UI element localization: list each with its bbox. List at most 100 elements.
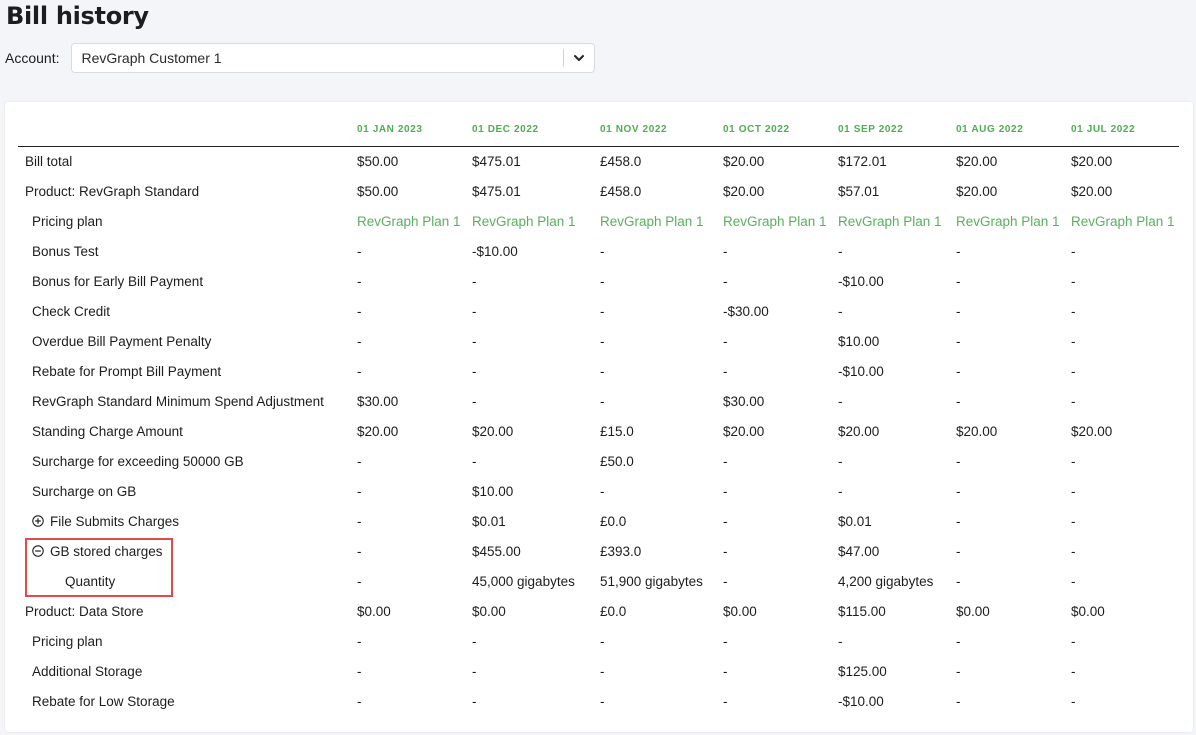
table-cell: - <box>357 694 362 709</box>
minus-circle-icon[interactable] <box>32 545 44 557</box>
table-cell: - <box>723 334 728 349</box>
table-row: Product: Data Store $0.00 $0.00 £0.0 $0.00 $1… <box>18 597 1179 627</box>
row-label: Bonus Test <box>32 244 99 259</box>
table-cell: $0.00 <box>723 604 757 619</box>
table-cell: - <box>838 304 843 319</box>
table-cell: - <box>357 454 362 469</box>
table-cell: - <box>723 274 728 289</box>
row-label[interactable]: File Submits Charges <box>32 514 179 529</box>
column-header: 01 JUL 2022 <box>1071 124 1136 135</box>
table-row: Check Credit - - - -$30.00 - - - <box>18 297 1179 327</box>
table-cell: $20.00 <box>1071 424 1113 439</box>
table-cell: - <box>838 244 843 259</box>
row-label: Pricing plan <box>32 634 103 649</box>
table-cell: - <box>723 634 728 649</box>
column-header: 01 JAN 2023 <box>357 124 423 135</box>
account-selected-value: RevGraph Customer 1 <box>81 50 222 66</box>
row-label-text: Product: Data Store <box>25 604 144 619</box>
table-cell: - <box>1071 664 1076 679</box>
row-label-text: Bonus for Early Bill Payment <box>32 274 204 289</box>
account-select[interactable]: RevGraph Customer 1 <box>71 43 596 73</box>
plus-circle-icon[interactable] <box>32 515 44 527</box>
table-cell: - <box>472 634 477 649</box>
table-cell: - <box>472 274 477 289</box>
table-cell: - <box>956 574 961 589</box>
pricing-plan-link[interactable]: RevGraph Plan 1 <box>956 214 1060 229</box>
table-row: Pricing plan - - - - - - - <box>18 627 1179 657</box>
table-cell: $20.00 <box>723 154 765 169</box>
row-label-text: Check Credit <box>32 304 111 319</box>
table-cell: - <box>956 364 961 379</box>
table-cell: - <box>600 664 605 679</box>
table-cell: - <box>1071 484 1076 499</box>
table-cell: $10.00 <box>838 334 880 349</box>
table-row: Bill total $50.00 $475.01 £458.0 $20.00 $172.… <box>18 147 1179 177</box>
pricing-plan-link[interactable]: RevGraph Plan 1 <box>838 214 942 229</box>
table-cell: $20.00 <box>357 424 399 439</box>
table-row: Surcharge for exceeding 50000 GB - - £50.0 -… <box>18 447 1179 477</box>
table-cell: £393.0 <box>600 544 642 559</box>
table-cell: - <box>472 454 477 469</box>
table-cell: - <box>838 454 843 469</box>
pricing-plan-link[interactable]: RevGraph Plan 1 <box>1071 214 1175 229</box>
row-label-text: Surcharge on GB <box>32 484 137 499</box>
pricing-plan-link[interactable]: RevGraph Plan 1 <box>472 214 576 229</box>
row-label-text: Bonus Test <box>32 244 99 259</box>
row-label-text: RevGraph Standard Minimum Spend Adjustme… <box>32 394 324 409</box>
table-row: Product: RevGraph Standard $50.00 $475.01 £… <box>18 177 1179 207</box>
table-cell: - <box>723 454 728 469</box>
table-cell: - <box>472 334 477 349</box>
table-cell: - <box>357 634 362 649</box>
table-cell: £15.0 <box>600 424 634 439</box>
table-row: Standing Charge Amount $20.00 $20.00 £15.0 $… <box>18 417 1179 447</box>
row-label: Surcharge for exceeding 50000 GB <box>32 454 244 469</box>
table-cell: $47.00 <box>838 544 880 559</box>
row-label: Product: Data Store <box>25 604 144 619</box>
table-cell: - <box>1071 394 1076 409</box>
table-cell: - <box>600 304 605 319</box>
row-label: Standing Charge Amount <box>32 424 183 439</box>
table-cell: - <box>956 514 961 529</box>
table-cell: $10.00 <box>472 484 514 499</box>
table-cell: - <box>723 544 728 559</box>
row-label: RevGraph Standard Minimum Spend Adjustme… <box>32 394 324 409</box>
table-cell: - <box>600 244 605 259</box>
column-header: 01 OCT 2022 <box>723 124 790 135</box>
table-cell: - <box>1071 244 1076 259</box>
table-cell: - <box>838 484 843 499</box>
pricing-plan-link[interactable]: RevGraph Plan 1 <box>600 214 704 229</box>
table-cell: $20.00 <box>956 424 998 439</box>
row-label: Rebate for Prompt Bill Payment <box>32 364 221 379</box>
table-cell: -$10.00 <box>472 244 518 259</box>
table-cell: $30.00 <box>357 394 399 409</box>
table-cell: $0.01 <box>838 514 872 529</box>
chevron-down-icon[interactable] <box>564 43 594 73</box>
table-cell: - <box>1071 364 1076 379</box>
row-label-text: Bill total <box>25 154 73 169</box>
table-cell: $57.01 <box>838 184 880 199</box>
table-cell: - <box>357 544 362 559</box>
table-cell: - <box>723 484 728 499</box>
table-row: GB stored charges - $455.00 £393.0 - $47.00 - - <box>18 537 1179 567</box>
pricing-plan-link[interactable]: RevGraph Plan 1 <box>723 214 827 229</box>
table-cell: - <box>600 334 605 349</box>
table-cell: $0.01 <box>472 514 506 529</box>
row-label[interactable]: GB stored charges <box>32 544 163 559</box>
table-cell: - <box>600 274 605 289</box>
table-row: Surcharge on GB - $10.00 - - - - - <box>18 477 1179 507</box>
row-label: Bonus for Early Bill Payment <box>32 274 203 289</box>
row-label: Overdue Bill Payment Penalty <box>32 334 211 349</box>
pricing-plan-link[interactable]: RevGraph Plan 1 <box>357 214 461 229</box>
table-cell: £458.0 <box>600 184 642 199</box>
table-cell: - <box>357 244 362 259</box>
table-cell: - <box>956 244 961 259</box>
table-cell: - <box>472 364 477 379</box>
table-cell: - <box>723 364 728 379</box>
table-cell: - <box>357 274 362 289</box>
table-row: File Submits Charges - $0.01 £0.0 - $0.01 - - <box>18 507 1179 537</box>
row-label: Additional Storage <box>32 664 142 679</box>
table-row: Additional Storage - - - - $125.00 - - <box>18 657 1179 687</box>
table-cell: - <box>357 334 362 349</box>
table-cell: - <box>956 484 961 499</box>
table-cell: - <box>956 304 961 319</box>
